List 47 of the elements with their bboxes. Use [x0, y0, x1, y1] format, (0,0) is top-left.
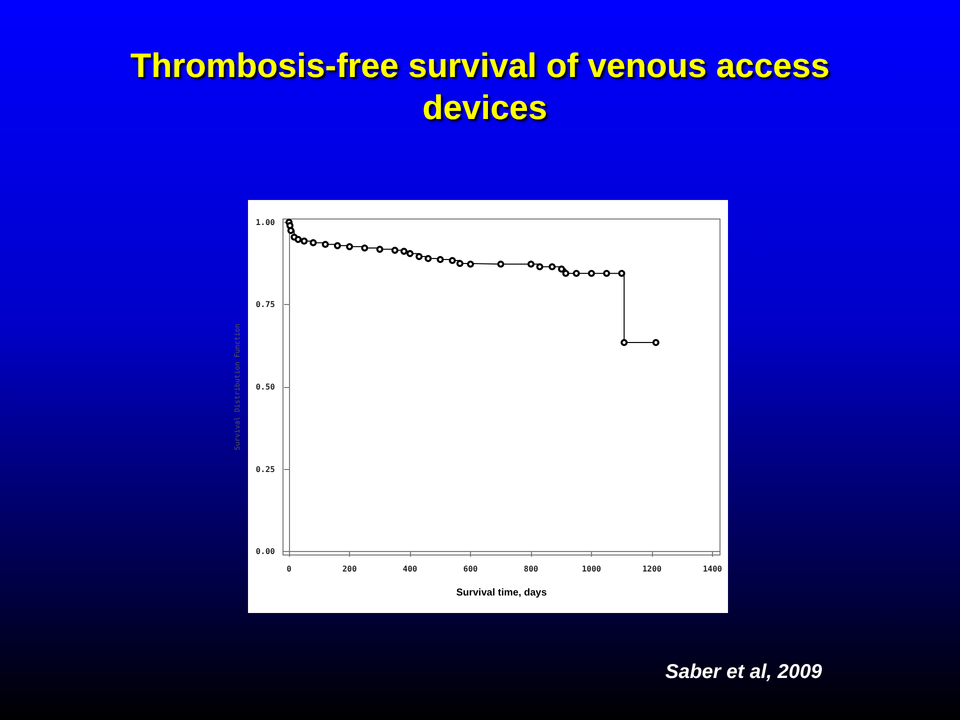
- point: [558, 266, 566, 273]
- point: [300, 238, 308, 245]
- x-tick-label: 0: [286, 564, 292, 574]
- point: [527, 260, 534, 268]
- y-tick-label: 0.50: [256, 382, 276, 392]
- point: [310, 239, 317, 246]
- point: [497, 260, 504, 268]
- point: [536, 263, 544, 270]
- point: [424, 255, 432, 262]
- x-tick-label: 800: [524, 564, 538, 574]
- point: [603, 270, 610, 277]
- point: [346, 243, 354, 250]
- x-tick-label: 1000: [582, 564, 602, 574]
- point: [588, 270, 595, 277]
- point: [391, 246, 398, 254]
- point: [400, 248, 408, 255]
- chart-title: Thrombosis-free survival of venous access devices: [130, 47, 830, 127]
- x-axis-title: Survival time, days: [456, 588, 548, 598]
- point: [456, 260, 464, 267]
- x-tick-label: 600: [463, 564, 478, 574]
- point: [436, 256, 444, 264]
- y-tick-label: 0.25: [256, 464, 276, 474]
- point: [548, 263, 556, 270]
- x-tick-label: 1200: [642, 564, 662, 574]
- point: [376, 246, 384, 253]
- y-tick-label: 0.00: [256, 547, 276, 556]
- point: [286, 222, 294, 230]
- point: [572, 270, 580, 277]
- point: [334, 242, 341, 250]
- point: [562, 270, 570, 277]
- x-tick-label: 1400: [702, 564, 722, 574]
- x-tick-label: 200: [342, 564, 357, 574]
- y-tick-label: 0.75: [256, 300, 276, 310]
- point: [620, 339, 628, 346]
- point: [361, 244, 368, 252]
- point: [416, 253, 423, 260]
- point: [287, 227, 294, 234]
- point: [294, 236, 302, 243]
- point: [406, 250, 414, 258]
- point: [652, 339, 660, 346]
- y-tick-label: 1.00: [256, 218, 276, 227]
- point: [467, 260, 474, 268]
- text: Saber et al, 2009: [665, 661, 823, 683]
- point: [448, 257, 456, 264]
- point: [322, 240, 329, 248]
- point: [618, 270, 626, 277]
- x-tick-label: 400: [402, 564, 418, 574]
